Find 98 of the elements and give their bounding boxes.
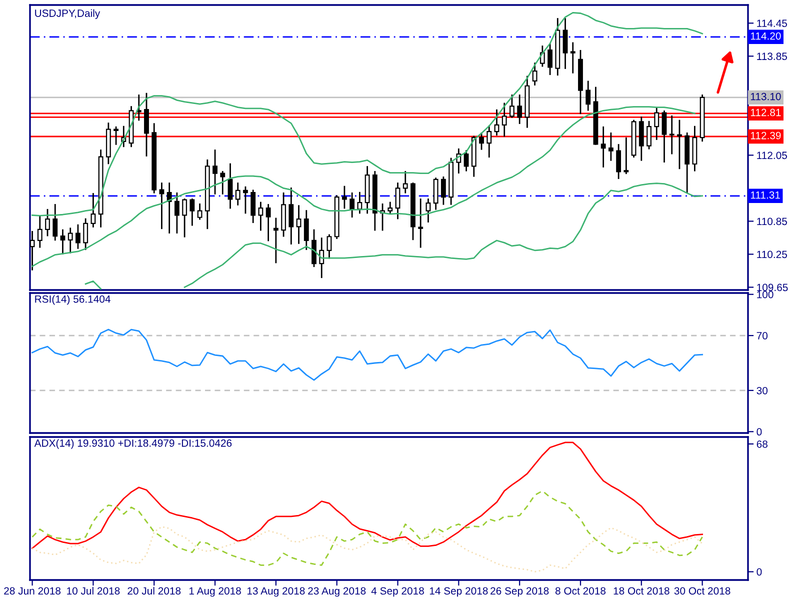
- x-tick-label: 8 Oct 2018: [555, 587, 606, 595]
- candlestick: [68, 228, 73, 254]
- candlestick: [532, 62, 538, 86]
- candlestick: [624, 137, 629, 174]
- line-series: [32, 490, 704, 566]
- candlestick: [190, 198, 195, 226]
- candlestick: [586, 80, 591, 111]
- chart-title: USDJPY,Daily: [35, 9, 100, 19]
- candlestick: [548, 43, 552, 76]
- x-tick-label: 10 Jul 2018: [67, 586, 120, 595]
- candlestick: [677, 120, 682, 170]
- candlestick: [570, 42, 576, 74]
- candlestick: [312, 229, 316, 268]
- candlestick: [517, 94, 522, 124]
- x-tick-label: 18 Oct 2018: [614, 587, 670, 595]
- candlestick: [144, 92, 149, 156]
- y-tick-label: 70: [756, 332, 768, 340]
- candlestick: [197, 203, 202, 220]
- candlestick: [83, 218, 88, 250]
- candlestick: [243, 186, 248, 214]
- candlestick: [562, 18, 568, 69]
- chart-title: RSI(14) 56.1404: [35, 295, 110, 305]
- y-tick-label: 110.85: [757, 218, 787, 226]
- x-tick-label: 23 Aug 2018: [308, 587, 366, 597]
- candlestick: [30, 230, 35, 270]
- candlestick: [646, 120, 652, 150]
- x-tick-label: 28 Jun 2018: [4, 587, 61, 595]
- y-tick-label: 114.45: [757, 20, 787, 28]
- candlestick: [433, 178, 438, 210]
- y-tick-label: 112.05: [757, 152, 787, 160]
- ref-line-label: 111.31: [750, 191, 780, 199]
- candlestick: [350, 192, 355, 218]
- y-tick-label: 113.85: [757, 52, 787, 60]
- line-series: [32, 328, 704, 381]
- x-tick-label: 30 Oct 2018: [674, 587, 730, 595]
- candlestick: [220, 171, 226, 194]
- x-tick-label: 1 Aug 2018: [189, 587, 241, 597]
- x-tick-label: 13 Aug 2018: [247, 587, 305, 597]
- chart-title: ADX(14) 19.9310 +DI:18.4979 -DI:15.0426: [34, 439, 232, 449]
- candlestick: [494, 109, 500, 136]
- candlestick: [486, 125, 492, 158]
- candlestick: [258, 202, 264, 231]
- candlestick: [304, 210, 309, 250]
- line-series: [32, 526, 704, 572]
- y-tick-label: 0: [756, 568, 762, 576]
- y-tick-label: 100: [757, 290, 774, 298]
- candlestick: [418, 198, 424, 248]
- y-tick-label: 110.25: [757, 250, 787, 258]
- candlestick: [266, 204, 271, 242]
- candlestick: [273, 218, 278, 264]
- candlestick: [357, 192, 362, 214]
- y-tick-label: 30: [756, 386, 768, 394]
- candlestick: [60, 229, 66, 254]
- ref-line-label: 112.39: [750, 132, 781, 140]
- y-tick-label: 109.65: [757, 284, 788, 292]
- candlestick: [662, 110, 667, 162]
- candlestick: [90, 193, 96, 228]
- candlestick: [296, 205, 302, 244]
- candlestick: [600, 126, 606, 168]
- candlestick: [608, 132, 614, 161]
- candlestick: [174, 192, 180, 234]
- line-series: [32, 106, 696, 268]
- y-tick-label: 0: [756, 428, 762, 436]
- candlestick: [616, 144, 622, 180]
- candlestick: [669, 115, 674, 154]
- x-tick-label: 20 Jul 2018: [128, 586, 181, 595]
- candlestick: [342, 186, 347, 209]
- candlestick: [37, 215, 42, 248]
- y-tick-label: 68: [756, 440, 768, 448]
- candlestick: [159, 182, 164, 230]
- candlestick: [395, 182, 400, 220]
- candlestick: [235, 182, 240, 206]
- candlestick: [502, 102, 507, 137]
- candlestick: [182, 198, 188, 238]
- candlestick: [212, 150, 218, 194]
- x-tick-label: 14 Sep 2018: [430, 587, 488, 597]
- candlestick: [388, 202, 393, 214]
- candlestick: [114, 126, 118, 145]
- ref-line-label: 113.10: [750, 92, 781, 100]
- candlestick: [45, 208, 50, 236]
- candlestick: [228, 163, 233, 209]
- candlestick: [52, 204, 58, 241]
- ref-line-label: 114.20: [750, 32, 781, 40]
- candlestick: [326, 234, 332, 259]
- candlestick: [288, 188, 294, 244]
- candlestick: [510, 94, 514, 118]
- candlestick: [136, 94, 142, 121]
- candlestick: [654, 108, 660, 140]
- candlestick: [479, 132, 484, 150]
- candlestick: [440, 176, 446, 205]
- candlestick: [464, 150, 469, 172]
- candlestick: [76, 224, 80, 249]
- candlestick: [426, 198, 431, 222]
- ref-line-label: 112.81: [750, 108, 781, 116]
- x-tick-label: 4 Sep 2018: [371, 587, 424, 597]
- candlestick: [250, 190, 256, 224]
- x-tick-label: 26 Sep 2018: [490, 587, 549, 597]
- candlestick: [402, 171, 408, 194]
